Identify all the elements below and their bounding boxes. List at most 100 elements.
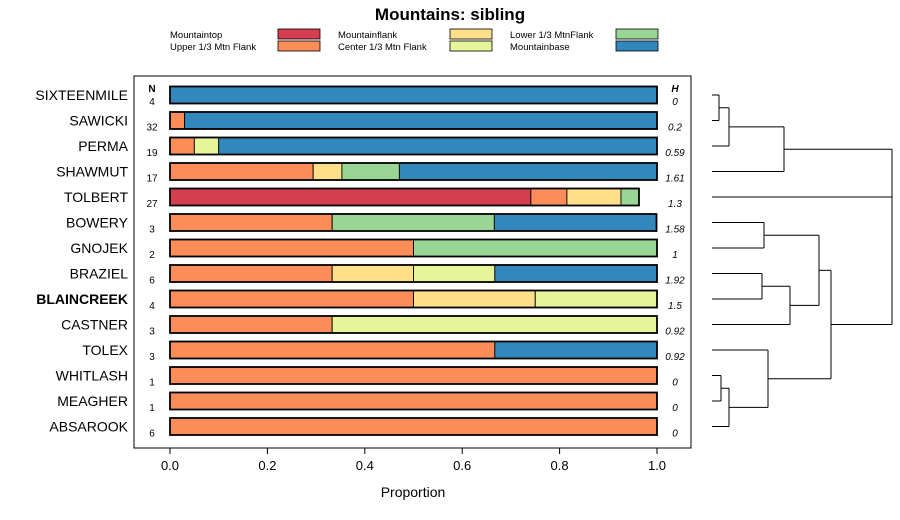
legend-label-center-1-3-mtn-flank: Center 1/3 Mtn Flank bbox=[338, 42, 427, 53]
plot-frame bbox=[133, 75, 692, 449]
h-value: 1.5 bbox=[668, 301, 682, 312]
bar-segment-lower-1-3-mtnflank bbox=[331, 213, 495, 232]
h-value: 1.92 bbox=[665, 276, 685, 287]
n-value: 27 bbox=[146, 199, 158, 210]
bar-segment-mountainbase bbox=[494, 341, 658, 359]
bar-outline bbox=[169, 187, 640, 207]
row-meagher: MEAGHER 1 0 bbox=[57, 391, 678, 414]
x-axis: 0.0 0.2 0.4 0.6 0.8 1.0 bbox=[161, 448, 666, 473]
bar-segment-upper-1-3-mtn-flank bbox=[169, 111, 186, 130]
n-value: 19 bbox=[146, 148, 158, 159]
bar-segment-mountainflank bbox=[566, 188, 622, 206]
x-tick-label: 0.4 bbox=[356, 458, 374, 473]
h-value: 0.92 bbox=[665, 352, 685, 363]
bar-segment-upper-1-3-mtn-flank bbox=[169, 315, 333, 334]
x-tick-label: 1.0 bbox=[648, 458, 666, 473]
bar-outline bbox=[169, 417, 658, 436]
category-label: PERMA bbox=[78, 138, 128, 154]
category-label: SHAWMUT bbox=[56, 164, 128, 180]
x-tick-label: 0.2 bbox=[258, 458, 276, 473]
n-value: 6 bbox=[149, 276, 155, 287]
bar-segment-mountainbase bbox=[398, 162, 658, 181]
h-value: 1.58 bbox=[665, 225, 685, 236]
x-tick-label: 0.8 bbox=[551, 458, 569, 473]
legend-swatch-upper-1-3-mtn-flank bbox=[277, 40, 321, 52]
bar-outline bbox=[169, 315, 658, 334]
bar-segment-mountaintop bbox=[169, 188, 532, 206]
row-castner: CASTNER 3 0.92 bbox=[61, 315, 685, 338]
legend-swatch-mountaintop bbox=[277, 28, 321, 40]
row-tolex: TOLEX 3 0.92 bbox=[82, 340, 685, 363]
h-value: 0.92 bbox=[665, 327, 685, 338]
category-label: BRAZIEL bbox=[70, 266, 129, 282]
legend-label-mountainflank: Mountainflank bbox=[338, 30, 397, 41]
category-label: WHITLASH bbox=[56, 368, 128, 384]
category-label: TOLEX bbox=[82, 342, 128, 358]
category-label: BLAINCREEK bbox=[36, 291, 128, 307]
h-value: 1.3 bbox=[668, 199, 682, 210]
bar-outline bbox=[169, 213, 658, 232]
h-value: 0.2 bbox=[668, 123, 682, 134]
bar-segment-upper-1-3-mtn-flank bbox=[169, 290, 414, 308]
h-value: 0 bbox=[672, 378, 678, 389]
n-value: 4 bbox=[149, 301, 155, 312]
legend-swatch-lower-1-3-mtnflank bbox=[615, 28, 659, 40]
bar-segment-upper-1-3-mtn-flank bbox=[169, 264, 333, 283]
bar-segment-center-1-3-mtn-flank bbox=[413, 264, 496, 283]
h-value: 0 bbox=[672, 97, 678, 108]
bar-segment-mountainbase bbox=[218, 137, 658, 155]
legend-label-lower-1-3-mtnflank: Lower 1/3 MtnFlank bbox=[510, 30, 594, 41]
n-value: 4 bbox=[149, 97, 155, 108]
bar-segment-mountainbase bbox=[494, 264, 658, 283]
h-value: 0.59 bbox=[665, 148, 685, 159]
bar-segment-upper-1-3-mtn-flank bbox=[169, 162, 314, 181]
category-label: CASTNER bbox=[61, 317, 128, 333]
bar-segment-upper-1-3-mtn-flank bbox=[169, 137, 195, 155]
legend-swatch-mountainbase bbox=[615, 40, 659, 52]
h-value: 1.61 bbox=[665, 174, 684, 185]
bar-outline bbox=[169, 111, 658, 130]
category-label: GNOJEK bbox=[70, 240, 128, 256]
legend-label-upper-1-3-mtn-flank: Upper 1/3 Mtn Flank bbox=[170, 42, 256, 53]
bar-outline bbox=[169, 238, 658, 258]
row-tolbert: TOLBERT 27 1.3 bbox=[64, 187, 682, 210]
bar-segment-lower-1-3-mtnflank bbox=[620, 188, 640, 206]
x-tick-label: 0.6 bbox=[453, 458, 471, 473]
n-value: 3 bbox=[149, 225, 155, 236]
n-value: 6 bbox=[149, 429, 155, 440]
bar-segment-center-1-3-mtn-flank bbox=[193, 137, 220, 155]
bar-outline bbox=[169, 264, 658, 283]
n-column-header: N bbox=[148, 84, 155, 95]
n-value: 2 bbox=[149, 250, 155, 261]
bar-segment-mountainflank bbox=[331, 264, 414, 283]
n-value: 32 bbox=[146, 123, 158, 134]
bar-segment-upper-1-3-mtn-flank bbox=[169, 341, 496, 359]
category-label: SIXTEENMILE bbox=[35, 87, 128, 103]
category-label: ABSAROOK bbox=[49, 419, 128, 435]
bar-segment-lower-1-3-mtnflank bbox=[341, 162, 400, 181]
x-tick-label: 0.0 bbox=[161, 458, 179, 473]
n-value: 17 bbox=[146, 174, 158, 185]
bar-outline bbox=[169, 162, 658, 181]
n-value: 3 bbox=[149, 352, 155, 363]
row-sixteenmile: SIXTEENMILE 4 0 bbox=[35, 85, 678, 108]
bar-outline bbox=[169, 289, 658, 309]
n-value: 1 bbox=[149, 403, 155, 414]
legend-swatch-mountainflank bbox=[449, 28, 493, 40]
row-absarook: ABSAROOK 6 0 bbox=[49, 417, 678, 440]
row-gnojek: GNOJEK 2 1 bbox=[70, 238, 678, 261]
bar-outline bbox=[169, 391, 658, 411]
bar-outline bbox=[169, 136, 658, 156]
h-column-header: H bbox=[671, 84, 679, 95]
bar-segment-upper-1-3-mtn-flank bbox=[530, 188, 568, 206]
bar-segment-center-1-3-mtn-flank bbox=[534, 290, 658, 308]
row-bowery: BOWERY 3 1.58 bbox=[66, 213, 685, 236]
bar-segment-upper-1-3-mtn-flank bbox=[169, 417, 658, 436]
bar-outline bbox=[169, 85, 658, 105]
row-blaincreek: BLAINCREEK 4 1.5 bbox=[36, 289, 682, 312]
row-sawicki: SAWICKI 32 0.2 bbox=[69, 111, 682, 134]
category-label: MEAGHER bbox=[57, 393, 128, 409]
bar-segment-lower-1-3-mtnflank bbox=[413, 239, 658, 257]
